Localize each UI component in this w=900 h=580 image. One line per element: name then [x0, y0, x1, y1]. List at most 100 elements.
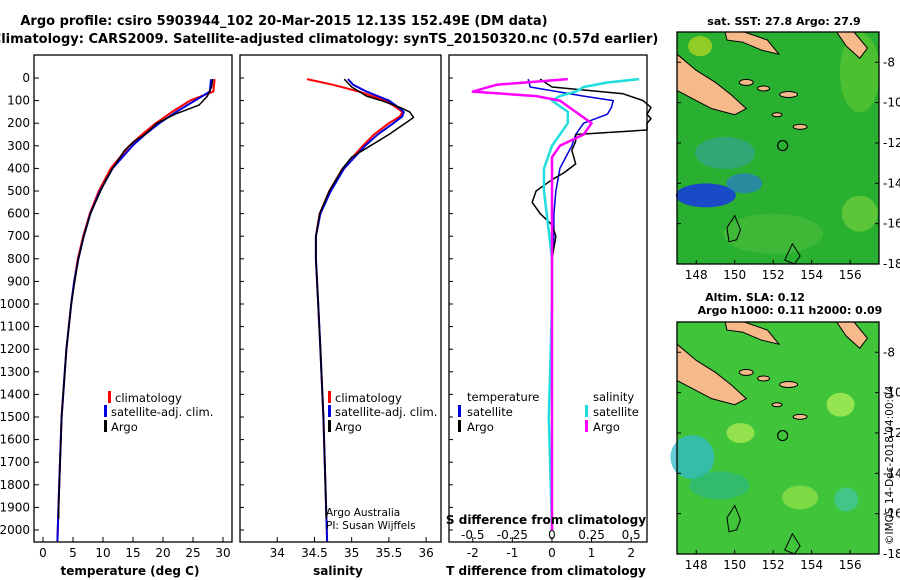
sst-map: 148 150 152 154 156 -8 -10 -12 -14 -16 -18: [675, 31, 900, 282]
lat-tick-label: -14: [883, 466, 900, 480]
lon-tick-label: 154: [800, 268, 823, 282]
legend-label-argo: Argo: [111, 420, 138, 434]
x-tick-label: 0: [548, 546, 556, 560]
lat-tick-label: -18: [883, 257, 900, 271]
difference-panel-frame: [448, 54, 648, 543]
legend-label-satellite: satellite-adj. clim.: [335, 405, 437, 419]
legend-label-argo: Argo: [335, 420, 362, 434]
map-anomaly-patch: [839, 32, 880, 113]
sst-map-title: sat. SST: 27.8 Argo: 27.9: [707, 15, 860, 28]
x-tick-label: 20: [155, 546, 170, 560]
legend-header-temperature: temperature: [467, 390, 539, 404]
lat-tick-label: -16: [883, 217, 900, 231]
lon-tick-label: 150: [723, 268, 746, 282]
map-anomaly-patch: [782, 485, 819, 510]
legend-label-t-argo: Argo: [467, 420, 494, 434]
series-line-t-argo: [531, 78, 652, 530]
legend-label-t-satellite: satellite: [467, 405, 513, 419]
depth-tick-label: 1900: [0, 500, 30, 514]
map-anomaly-patch: [841, 195, 878, 232]
sla-map: 148 150 152 154 156 -8 -10 -12 -14 -16 -18: [670, 321, 900, 572]
legend-label-s-satellite: satellite: [593, 405, 639, 419]
reef-outline: [726, 214, 742, 243]
salinity-legend: climatology satellite-adj. clim. Argo Ar…: [326, 391, 437, 532]
depth-tick-label: 800: [7, 252, 30, 266]
land-new-guinea: [676, 53, 748, 116]
x-tick-label: 34.5: [301, 546, 328, 560]
lon-tick-label: 148: [685, 268, 708, 282]
map-frame: [676, 31, 880, 265]
figure-title-line2: Climatology: CARS2009. Satellite-adjuste…: [0, 32, 658, 47]
figure-title-line1: Argo profile: csiro 5903944_102 20-Mar-2…: [20, 14, 547, 29]
x-tick-label: 15: [125, 546, 140, 560]
temperature-xlabel: temperature (deg C): [61, 564, 200, 578]
depth-tick-label: 1200: [0, 342, 30, 356]
legend-swatch-satellite: [104, 405, 107, 417]
map-anomaly-patch: [695, 137, 756, 170]
series-line-argo: [57, 78, 214, 519]
x-tick-label: 25: [185, 546, 200, 560]
map-anomaly-patch: [689, 471, 750, 500]
series-line-argo: [315, 78, 415, 519]
salinity-xlabel: salinity: [313, 564, 363, 578]
legend-label-s-argo: Argo: [593, 420, 620, 434]
series-line-s-argo: [471, 77, 593, 530]
sla-map-subtitle: Argo h1000: 0.11 h2000: 0.09: [698, 304, 883, 317]
depth-tick-label: 100: [7, 94, 30, 108]
legend-swatch-climatology: [328, 391, 331, 403]
s-tick-label: -0.25: [497, 528, 528, 542]
x-tick-label: -1: [506, 546, 518, 560]
difference-xlabel: T difference from climatology: [446, 564, 646, 578]
map-anomaly-patch: [723, 213, 824, 254]
source-note-line2: PI: Susan Wijffels: [326, 520, 416, 532]
series-line-climatology: [56, 79, 216, 542]
x-tick-label: 35: [344, 546, 359, 560]
x-tick-label: 30: [215, 546, 230, 560]
lon-tick-label: 148: [685, 558, 708, 572]
lat-tick-label: -10: [883, 96, 900, 110]
depth-tick-label: 1500: [0, 410, 30, 424]
x-tick-label: 10: [95, 546, 110, 560]
depth-tick-label: 700: [7, 229, 30, 243]
map-anomaly-patch: [726, 173, 763, 194]
lon-tick-label: 154: [800, 558, 823, 572]
difference-plot: -2 -1 0 1 2 -0.5 -0.25 0 0.25 0.5: [461, 77, 652, 560]
legend-swatch-argo: [328, 420, 331, 432]
legend-swatch-satellite: [328, 405, 331, 417]
x-tick-label: 0: [39, 546, 47, 560]
argo-position-marker: [777, 139, 789, 152]
land-island: [792, 413, 808, 420]
lon-tick-label: 156: [839, 558, 862, 572]
lat-tick-label: -8: [883, 55, 895, 69]
depth-tick-label: 1000: [0, 297, 30, 311]
legend-label-climatology: climatology: [335, 391, 402, 405]
depth-tick-label: 200: [7, 116, 30, 130]
map-anomaly-patch: [688, 36, 713, 57]
lat-tick-label: -18: [883, 547, 900, 561]
reef-outline: [784, 242, 801, 265]
land-new-britain: [724, 31, 781, 56]
imos-credit: ©IMOS 14-Dec-2018 04:00:04: [884, 385, 896, 545]
salinity-plot: 34 34.5 35 35.5 36: [270, 78, 434, 560]
map-anomaly-patch: [670, 435, 715, 480]
depth-axis: 0 100 200 300 400 500 600 700 800 900 1000 1100 1200…: [0, 71, 453, 537]
depth-tick-label: 500: [7, 184, 30, 198]
s-tick-label: 0.25: [578, 528, 605, 542]
map-anomaly-patch: [834, 487, 859, 512]
map-frame: [676, 321, 880, 555]
x-tick-label: 36: [418, 546, 433, 560]
s-tick-label: 0: [548, 528, 556, 542]
legend-swatch-s-argo: [585, 420, 588, 432]
sla-map-title: Altim. SLA: 0.12: [705, 291, 805, 304]
map-anomaly-patch: [726, 422, 755, 443]
land-island: [757, 85, 771, 92]
land-island: [771, 112, 783, 118]
depth-tick-label: 1400: [0, 387, 30, 401]
x-tick-label: 1: [588, 546, 596, 560]
legend-label-climatology: climatology: [115, 391, 182, 405]
depth-tick-label: 1700: [0, 455, 30, 469]
depth-tick-label: 1800: [0, 478, 30, 492]
land-island: [792, 123, 808, 130]
